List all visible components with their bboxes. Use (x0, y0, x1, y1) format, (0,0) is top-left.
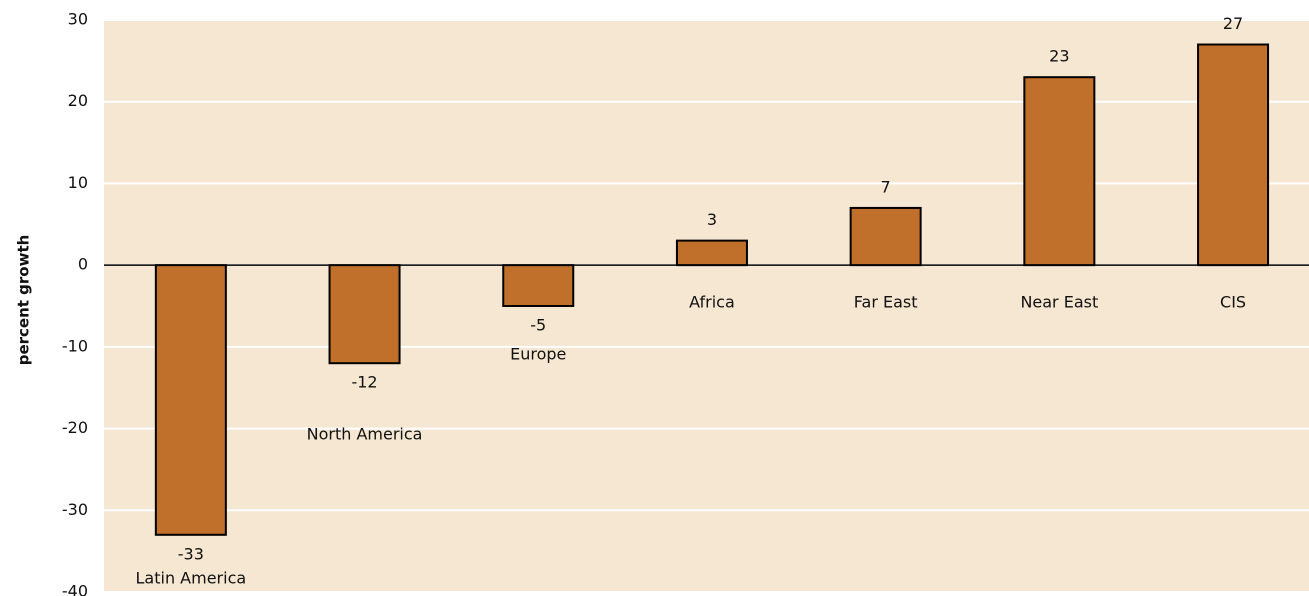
y-tick-label: 0 (78, 255, 88, 274)
category-label: North America (307, 425, 423, 444)
y-tick-label: -30 (62, 500, 88, 519)
bar (154, 264, 227, 536)
y-tick-label: -20 (62, 418, 88, 437)
category-label: Latin America (136, 568, 247, 587)
value-label: -33 (178, 544, 204, 563)
category-label: Africa (689, 293, 735, 312)
bar (1197, 43, 1270, 267)
category-label: Near East (1020, 293, 1098, 312)
value-label: 23 (1049, 47, 1069, 66)
category-label: Far East (854, 293, 918, 312)
y-axis-label: percent growth (15, 235, 33, 366)
y-tick-label: -40 (62, 582, 88, 596)
value-label: 7 (881, 177, 891, 196)
category-label: CIS (1220, 293, 1246, 312)
category-label: Europe (510, 345, 566, 364)
y-tick-label: 30 (68, 10, 88, 29)
plot-background (104, 20, 1309, 592)
y-tick-label: 10 (68, 173, 88, 192)
bar (502, 264, 575, 307)
bar (849, 206, 922, 267)
value-label: 3 (707, 210, 717, 229)
value-label: -5 (530, 316, 546, 335)
value-label: -12 (351, 373, 377, 392)
y-tick-label: 20 (68, 91, 88, 110)
bar (1023, 76, 1096, 267)
bar (328, 264, 401, 365)
bar (675, 239, 748, 267)
y-tick-label: -10 (62, 336, 88, 355)
value-label: 27 (1223, 14, 1243, 33)
